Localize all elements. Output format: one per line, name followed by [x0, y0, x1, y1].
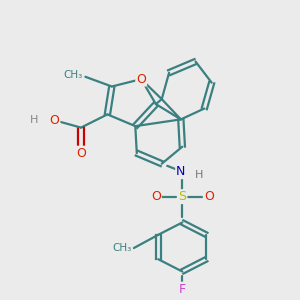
Text: H: H: [30, 115, 38, 125]
Text: O: O: [50, 114, 59, 127]
Text: O: O: [151, 190, 161, 203]
Text: CH₃: CH₃: [112, 243, 131, 253]
Text: H: H: [195, 169, 203, 180]
Text: O: O: [204, 190, 214, 203]
Text: O: O: [76, 147, 86, 160]
Text: CH₃: CH₃: [64, 70, 83, 80]
Text: N: N: [176, 165, 185, 178]
Text: F: F: [179, 283, 186, 296]
Text: O: O: [136, 73, 146, 85]
Text: S: S: [178, 190, 186, 203]
